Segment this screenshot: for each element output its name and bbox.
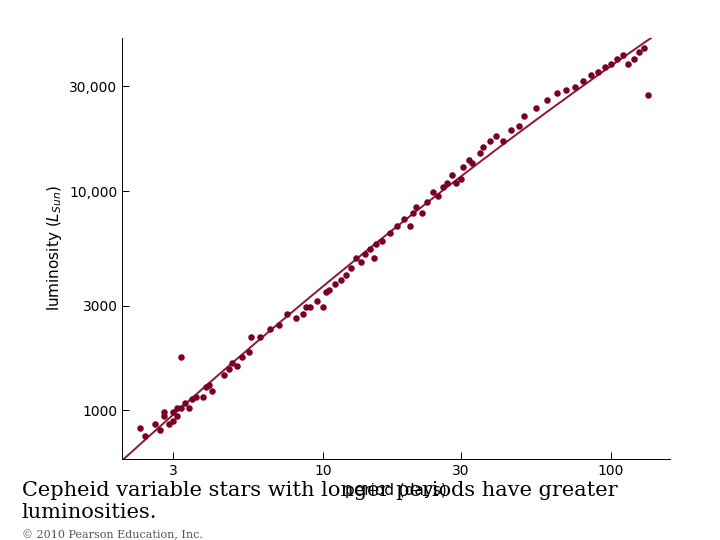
Point	[305, 303, 316, 312]
Point	[297, 310, 309, 319]
Point	[585, 71, 596, 79]
Point	[422, 197, 433, 206]
Point	[467, 159, 478, 167]
Point	[186, 394, 198, 403]
Point	[254, 333, 266, 342]
Point	[432, 192, 444, 201]
Point	[477, 143, 489, 151]
Point	[351, 254, 362, 262]
Point	[264, 325, 275, 333]
Point	[206, 387, 217, 396]
Point	[485, 137, 496, 145]
Point	[197, 393, 208, 401]
Point	[134, 424, 145, 433]
Point	[203, 381, 215, 390]
Point	[377, 236, 388, 245]
Point	[231, 361, 243, 370]
Point	[491, 131, 503, 140]
Point	[638, 44, 649, 52]
Point	[605, 60, 616, 69]
Point	[190, 393, 202, 401]
Point	[570, 83, 581, 91]
Point	[300, 303, 312, 312]
Point	[592, 68, 603, 76]
Text: © 2010 Pearson Education, Inc.: © 2010 Pearson Education, Inc.	[22, 529, 202, 540]
Point	[140, 432, 151, 441]
Point	[455, 174, 467, 183]
Point	[474, 149, 485, 158]
Point	[391, 221, 402, 230]
Point	[497, 137, 508, 145]
Point	[368, 254, 379, 262]
Point	[183, 404, 194, 413]
Point	[643, 90, 654, 99]
Y-axis label: luminosity ($L_{Sun}$): luminosity ($L_{Sun}$)	[45, 186, 64, 311]
Point	[236, 353, 248, 361]
Point	[355, 258, 366, 266]
Point	[330, 280, 341, 289]
Point	[518, 112, 530, 121]
Point	[541, 96, 553, 105]
Point	[289, 313, 301, 322]
Point	[311, 297, 323, 306]
Point	[341, 271, 352, 279]
Point	[282, 310, 293, 319]
Point	[384, 228, 395, 237]
Point	[408, 208, 419, 217]
Point	[318, 303, 329, 312]
Point	[320, 288, 332, 297]
Point	[223, 364, 235, 373]
X-axis label: period (days): period (days)	[345, 483, 447, 498]
Point	[171, 404, 183, 413]
Point	[505, 126, 517, 135]
Text: Cepheid variable stars with longer periods have greater
luminosities.: Cepheid variable stars with longer perio…	[22, 481, 617, 522]
Point	[463, 156, 474, 164]
Point	[163, 419, 174, 428]
Point	[324, 285, 336, 294]
Point	[623, 60, 634, 69]
Point	[633, 48, 644, 57]
Point	[167, 408, 179, 416]
Point	[404, 221, 415, 230]
Point	[359, 250, 371, 259]
Point	[150, 419, 161, 428]
Point	[451, 179, 462, 187]
Point	[171, 412, 183, 421]
Point	[397, 215, 409, 224]
Point	[167, 417, 179, 426]
Point	[273, 321, 284, 329]
Point	[437, 183, 449, 191]
Point	[416, 208, 428, 217]
Point	[599, 63, 611, 71]
Point	[364, 245, 376, 253]
Point	[158, 408, 170, 416]
Point	[611, 55, 623, 64]
Point	[335, 275, 346, 284]
Point	[410, 203, 422, 212]
Point	[200, 382, 212, 391]
Point	[176, 353, 187, 361]
Point	[617, 50, 629, 59]
Point	[246, 333, 257, 342]
Point	[513, 121, 525, 130]
Point	[427, 187, 438, 196]
Point	[176, 403, 187, 412]
Point	[552, 89, 563, 98]
Point	[226, 359, 238, 367]
Point	[531, 104, 542, 112]
Point	[243, 347, 254, 356]
Point	[154, 426, 166, 435]
Point	[346, 264, 357, 273]
Point	[628, 55, 639, 64]
Point	[370, 239, 382, 248]
Point	[446, 170, 458, 179]
Point	[457, 163, 469, 171]
Point	[577, 76, 589, 85]
Point	[561, 86, 572, 94]
Point	[441, 179, 453, 187]
Point	[179, 399, 191, 407]
Point	[158, 412, 170, 421]
Point	[218, 370, 230, 379]
